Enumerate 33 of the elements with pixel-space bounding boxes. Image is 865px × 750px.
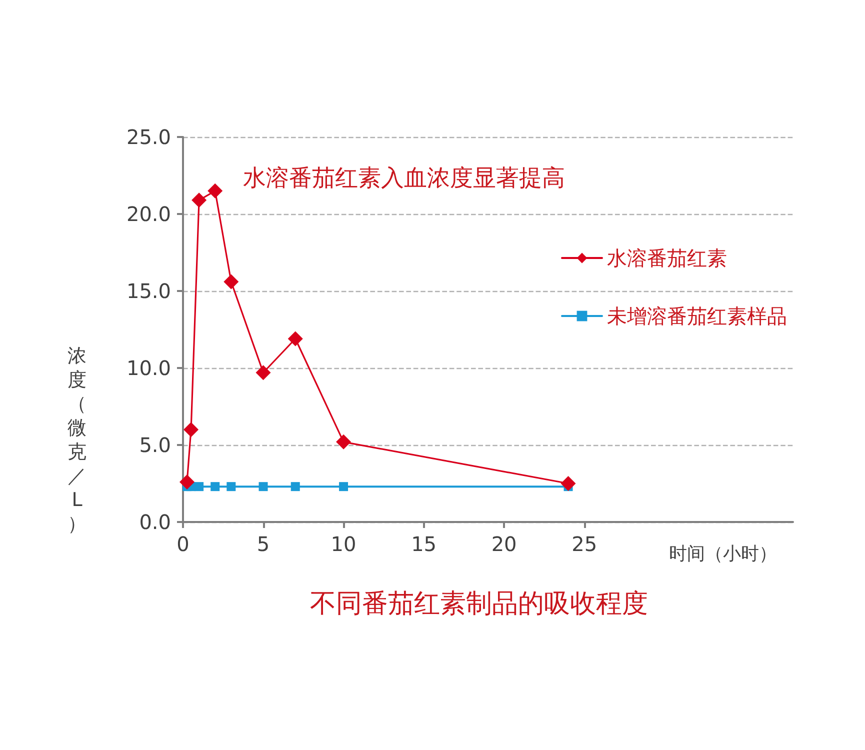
point bbox=[288, 331, 303, 346]
x-tick-label: 0 bbox=[176, 532, 190, 556]
y-tick-label: 15.0 bbox=[126, 279, 171, 303]
point bbox=[290, 482, 300, 492]
x-tick-label: 20 bbox=[491, 532, 517, 556]
legend-label: 未增溶番茄红素样品 bbox=[607, 304, 787, 328]
point bbox=[192, 192, 207, 208]
x-tick-label: 10 bbox=[330, 532, 356, 556]
y-tick-label: 5.0 bbox=[139, 433, 171, 457]
text: 不同番茄红素制品的吸收程度 bbox=[310, 589, 648, 619]
point bbox=[208, 183, 223, 198]
x-tick-label: 15 bbox=[411, 532, 437, 556]
point bbox=[226, 482, 236, 492]
point bbox=[256, 365, 271, 380]
legend-label: 水溶番茄红素 bbox=[607, 246, 727, 270]
x-axis-title: 时间（小时） bbox=[669, 544, 777, 564]
point bbox=[194, 482, 204, 492]
y-tick-label: 20.0 bbox=[126, 202, 171, 226]
y-tick-label: 0.0 bbox=[139, 510, 171, 534]
point bbox=[336, 434, 352, 450]
y-axis-title: 浓度（微克／L） bbox=[66, 344, 88, 536]
y-tick-label: 25.0 bbox=[126, 125, 171, 149]
y-tick-label: 10.0 bbox=[126, 356, 171, 380]
point bbox=[180, 474, 195, 490]
point bbox=[210, 482, 220, 492]
x-tick-label: 25 bbox=[572, 532, 598, 556]
point bbox=[560, 476, 576, 491]
x-tick-label: 5 bbox=[256, 532, 270, 556]
point bbox=[339, 482, 348, 492]
annotation: 水溶番茄红素入血浓度显著提高 bbox=[243, 166, 565, 192]
point bbox=[258, 482, 268, 492]
point bbox=[184, 422, 199, 438]
point bbox=[224, 274, 239, 290]
